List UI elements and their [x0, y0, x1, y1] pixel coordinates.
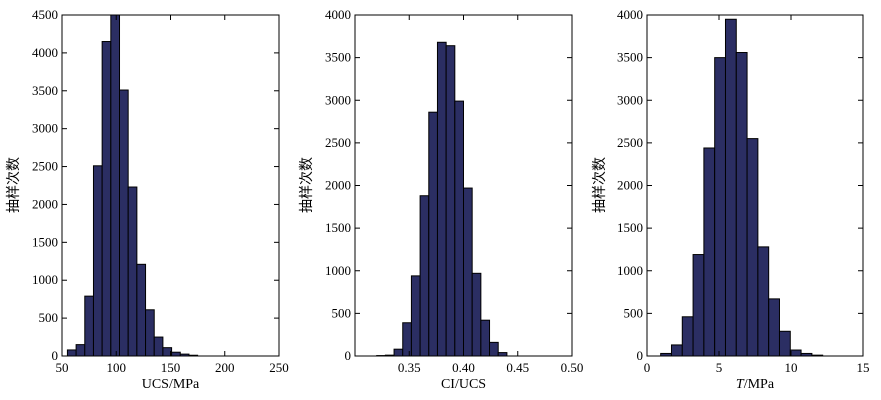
x-tick-label: 200	[215, 360, 235, 375]
y-tick-label: 4500	[32, 7, 58, 22]
y-tick-label: 3500	[32, 83, 58, 98]
x-axis-label-variable: T	[736, 377, 745, 392]
histogram-bar	[436, 41, 447, 357]
y-tick-label: 0	[52, 348, 59, 363]
histogram-bar	[703, 147, 716, 357]
histogram-bar	[746, 138, 759, 357]
y-tick-label: 2000	[325, 178, 351, 193]
histogram-bar	[153, 336, 164, 357]
x-tick-label: 0.35	[398, 360, 421, 375]
x-tick-label: 0	[644, 360, 651, 375]
y-tick-label: 3500	[325, 50, 351, 65]
histogram-bar	[171, 351, 181, 357]
x-tick-label: 0.40	[452, 360, 475, 375]
x-axis-label: T/MPa	[736, 377, 775, 392]
y-tick-label: 4000	[617, 7, 643, 22]
histogram-bar	[92, 165, 103, 357]
histogram-bar	[454, 100, 465, 357]
histogram-bar	[101, 41, 112, 357]
histogram-bar	[681, 316, 694, 357]
y-tick-label: 500	[39, 310, 59, 325]
x-tick-label: 5	[716, 360, 723, 375]
y-tick-label: 4000	[325, 7, 351, 22]
y-tick-label: 1000	[617, 263, 643, 278]
y-axis-label: 抽样次数	[592, 157, 608, 213]
histogram-bar	[757, 246, 770, 357]
histogram-bar	[402, 322, 412, 357]
x-axis-label-unit: /MPa	[744, 377, 775, 392]
y-tick-label: 3000	[325, 92, 351, 107]
histogram-bar	[445, 45, 456, 357]
x-tick-label: 100	[107, 360, 127, 375]
y-tick-label: 500	[332, 305, 352, 320]
histogram-bar	[768, 298, 780, 357]
histogram-bar	[489, 341, 499, 357]
y-tick-label: 500	[624, 305, 644, 320]
histogram-bar	[145, 309, 155, 357]
histogram-bar	[136, 263, 147, 357]
x-tick-label: 50	[56, 360, 69, 375]
y-tick-label: 2500	[617, 135, 643, 150]
histogram-bar	[714, 57, 726, 357]
x-tick-label: 10	[785, 360, 798, 375]
histogram-bar	[497, 352, 508, 357]
x-tick-label: 150	[161, 360, 181, 375]
histogram-bar	[428, 111, 438, 357]
x-tick-label: 15	[857, 360, 870, 375]
y-tick-label: 3000	[32, 121, 58, 136]
histogram-bar	[66, 349, 77, 357]
y-tick-label: 1500	[32, 234, 58, 249]
histogram-bar	[463, 187, 473, 357]
y-tick-label: 2000	[617, 178, 643, 193]
histogram-bar	[410, 275, 421, 357]
histogram-bar	[419, 195, 430, 357]
y-tick-label: 2500	[32, 159, 58, 174]
y-tick-label: 1000	[32, 272, 58, 287]
histogram-panel-1: 50 100 150 200 25005001000150020002500300035…	[6, 7, 289, 392]
x-tick-label: 0.45	[506, 360, 529, 375]
y-axis-label: 抽样次数	[6, 157, 22, 213]
y-tick-label: 0	[345, 348, 352, 363]
y-tick-label: 0	[637, 348, 644, 363]
y-tick-label: 2000	[32, 196, 58, 211]
x-tick-label: 250	[269, 360, 289, 375]
y-tick-label: 3000	[617, 92, 643, 107]
x-axis-label: CI/UCS	[441, 377, 486, 392]
y-tick-label: 2500	[325, 135, 351, 150]
histogram-bar	[75, 344, 86, 357]
histogram-bar	[778, 330, 791, 357]
y-tick-label: 1500	[617, 220, 643, 235]
x-axis-label: UCS/MPa	[142, 377, 200, 392]
histogram-bar	[789, 349, 802, 357]
histogram-bar	[480, 319, 491, 357]
x-tick-label: 0.50	[561, 360, 584, 375]
histogram-bar	[84, 295, 94, 357]
histogram-bar	[735, 52, 748, 357]
y-tick-label: 1500	[325, 220, 351, 235]
histogram-bar	[724, 18, 737, 357]
y-tick-label: 3500	[617, 50, 643, 65]
histogram-panel-2: 0.35 0.40 0.45 0.50 0 500 1000 1500 2000 2500 3000…	[299, 7, 583, 392]
histogram-bar	[127, 186, 138, 357]
histogram-bar	[393, 348, 404, 357]
y-axis-label: 抽样次数	[299, 157, 315, 213]
histogram-bar	[692, 254, 705, 357]
histogram-panel-3: 0 5 10 15 0 500 1000 1500 2000 2500 3000 3500 4000 T/…	[592, 7, 870, 392]
histogram-bar	[471, 272, 482, 357]
histogram-bar	[119, 89, 129, 357]
y-tick-label: 4000	[32, 45, 58, 60]
histogram-bar	[670, 344, 683, 357]
histogram-bar	[110, 14, 121, 357]
y-tick-label: 1000	[325, 263, 351, 278]
